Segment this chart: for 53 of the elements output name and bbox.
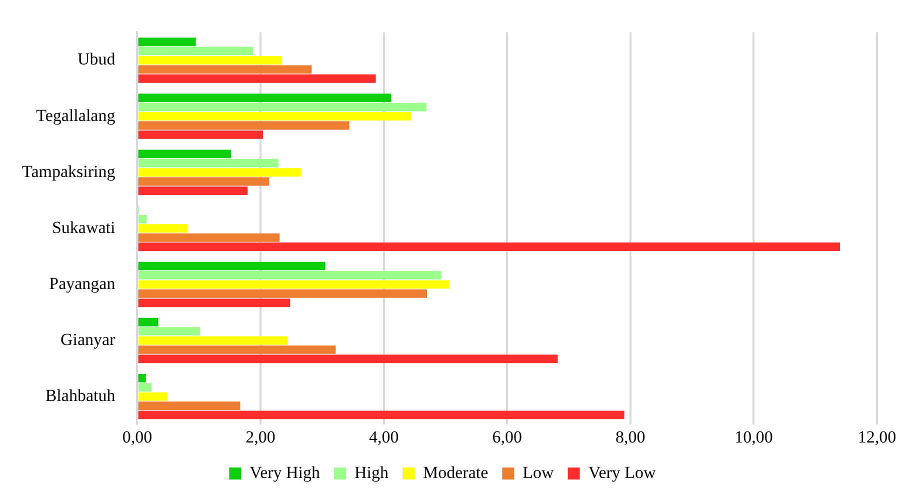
- legend-label: Very Low: [588, 462, 657, 482]
- y-tick-label: Blahbatuh: [45, 386, 116, 406]
- y-tick-label: Ubud: [77, 50, 116, 69]
- bar: [138, 130, 263, 139]
- bar: [138, 177, 270, 186]
- bar: [138, 186, 248, 195]
- bar: [138, 289, 427, 298]
- bar: [138, 38, 196, 46]
- x-tick-label: 6,00: [492, 427, 522, 446]
- bar: [138, 102, 426, 112]
- bar: [138, 410, 624, 420]
- bar: [138, 158, 278, 168]
- legend-label: High: [354, 462, 390, 482]
- bar: [138, 242, 840, 252]
- bar: [138, 262, 326, 270]
- bar: [138, 345, 336, 354]
- legend-label: Very High: [250, 462, 321, 482]
- x-tick-label: 4,00: [368, 427, 399, 446]
- bar: [138, 150, 231, 158]
- bar: [138, 94, 392, 102]
- bar: [138, 74, 376, 83]
- bar: [138, 354, 558, 364]
- bar: [138, 374, 146, 382]
- bar: [138, 392, 168, 401]
- bar: [138, 65, 312, 74]
- bar: [138, 233, 280, 242]
- bar: [138, 112, 411, 121]
- bar: [138, 214, 146, 224]
- x-tick-label: 0,00: [122, 427, 152, 446]
- legend-label: Moderate: [423, 462, 488, 482]
- y-tick-label: Tegallalang: [36, 106, 116, 125]
- bar: [138, 383, 152, 392]
- bar: [138, 121, 350, 130]
- x-tick-label: 2,00: [246, 427, 276, 446]
- bar: [138, 224, 188, 233]
- bar: [138, 46, 254, 56]
- bar: [138, 271, 442, 280]
- bar: [138, 298, 290, 308]
- bar: [138, 336, 288, 345]
- bar: [138, 318, 158, 326]
- bar: [138, 327, 200, 336]
- bar: [138, 56, 282, 64]
- y-tick-label: Sukawati: [52, 218, 116, 237]
- y-tick-label: Payangan: [49, 274, 116, 293]
- x-tick-label: 12,00: [858, 427, 896, 446]
- bar: [138, 280, 450, 289]
- y-tick-label: Tampaksiring: [22, 162, 116, 181]
- legend-label: Low: [522, 462, 555, 482]
- x-tick-label: 8,00: [616, 427, 646, 446]
- x-tick-label: 10,00: [734, 427, 773, 446]
- bar: [138, 168, 301, 177]
- y-tick-label: Gianyar: [60, 330, 116, 349]
- bar: [138, 402, 240, 410]
